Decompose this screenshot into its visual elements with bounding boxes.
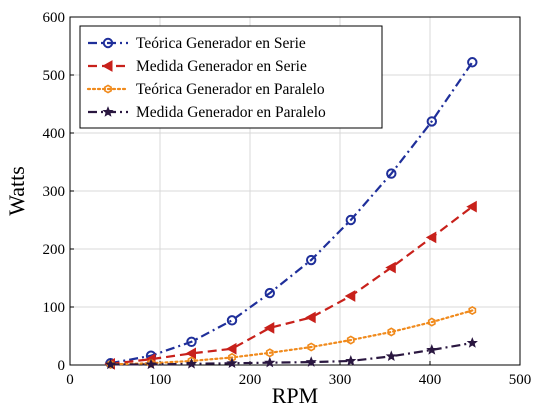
data-point [307, 342, 316, 352]
data-point [467, 57, 478, 68]
legend-marker [102, 106, 114, 117]
data-point [226, 315, 238, 326]
plot-frame [69, 16, 521, 366]
x-axis-title: RPM [272, 383, 318, 408]
data-point [344, 290, 356, 302]
y-axis-title: Watts [4, 166, 29, 216]
data-point [345, 214, 356, 226]
data-point [145, 358, 157, 370]
y-tick-label: 100 [43, 300, 66, 316]
tick-labels: 0 100 200 300 400 500 0 100 200 300 400 500 600 [43, 10, 532, 388]
data-point [226, 357, 238, 369]
legend-marker [101, 60, 113, 72]
legend-box [79, 25, 383, 129]
data-point [468, 305, 477, 316]
data-point [186, 336, 197, 347]
series-2 [106, 305, 477, 369]
legend-label: Teórica Generador en Paralelo [136, 81, 325, 98]
x-tick-label: 0 [66, 372, 74, 388]
series-3 [104, 337, 478, 370]
legend-item: Teórica Generador en Serie [88, 35, 306, 52]
data-point [345, 355, 357, 366]
legend-item: Medida Generador en Serie [88, 58, 307, 75]
legend-label: Medida Generador en Paralelo [136, 104, 326, 121]
series-layer [104, 57, 478, 370]
data-point [385, 261, 396, 274]
data-point [265, 348, 274, 358]
x-tick-label: 500 [509, 372, 532, 388]
x-tick-label: 300 [329, 372, 352, 388]
data-point [225, 342, 237, 355]
series-1 [104, 200, 477, 370]
data-point [466, 200, 477, 213]
legend-label: Teórica Generador en Serie [136, 35, 306, 52]
legend-item: Medida Generador en Paralelo [88, 104, 326, 121]
x-tick-label: 200 [239, 372, 262, 388]
y-tick-label: 500 [43, 68, 66, 84]
legend: Teórica Generador en Serie Medida Generad… [79, 25, 383, 129]
data-point [185, 357, 198, 369]
data-point [386, 168, 397, 179]
legend-item: Teórica Generador en Paralelo [86, 81, 325, 98]
data-point [425, 231, 437, 244]
x-tick-label: 400 [419, 372, 442, 388]
data-point [104, 358, 117, 370]
data-point [264, 356, 276, 368]
series-line [110, 205, 473, 365]
data-point [426, 344, 438, 355]
y-tick-label: 300 [43, 184, 66, 200]
legend-marker [102, 37, 114, 49]
y-tick-label: 600 [43, 10, 66, 26]
y-tick-label: 400 [43, 126, 66, 142]
legend-marker [104, 84, 112, 94]
series-line [110, 61, 474, 365]
data-point [427, 317, 436, 327]
data-point [264, 287, 275, 299]
data-point [306, 254, 317, 266]
y-tick-label: 0 [58, 358, 66, 374]
x-tick-label: 100 [149, 372, 172, 388]
data-point [305, 356, 317, 367]
data-point [385, 350, 397, 362]
y-tick-label: 200 [43, 242, 66, 258]
data-point [387, 327, 396, 337]
series-line [109, 309, 474, 366]
data-point [185, 347, 196, 360]
data-point [426, 116, 437, 127]
data-point [346, 335, 355, 345]
data-point [466, 337, 478, 348]
data-point [305, 311, 316, 324]
legend-label: Medida Generador en Serie [136, 58, 307, 75]
data-point [263, 322, 275, 334]
series-line [110, 341, 473, 366]
